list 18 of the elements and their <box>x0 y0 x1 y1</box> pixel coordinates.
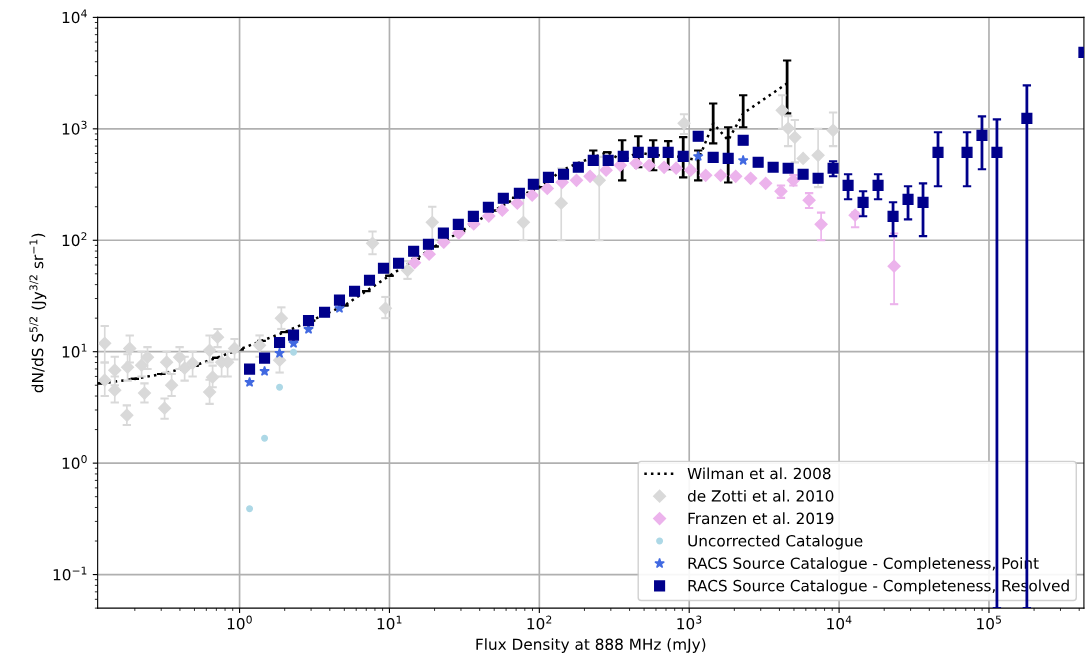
legend-label: Uncorrected Catalogue <box>688 534 863 550</box>
y-tick-label: 10$^{0}$ <box>62 455 87 470</box>
x-tick-label: 10$^{4}$ <box>827 615 852 630</box>
x-tick-label: 10$^{5}$ <box>977 615 1001 630</box>
y-tick-label: 10$^{1}$ <box>62 343 87 358</box>
y-tick-label: 10$^{3}$ <box>62 120 87 135</box>
x-tick-label: 10$^{0}$ <box>227 615 252 630</box>
x-tick-label: 10$^{3}$ <box>677 615 702 630</box>
legend-label: Franzen et al. 2019 <box>688 512 834 525</box>
y-tick-label: 10$^{2}$ <box>62 232 87 247</box>
x-tick-label: 10$^{1}$ <box>377 615 402 630</box>
x-axis-title: Flux Density at 888 MHz (mJy) <box>476 638 706 653</box>
legend-label: Wilman et al. 2008 <box>687 467 831 480</box>
y-axis-title: dN/dS S$^{5/2}$ (Jy$^{3/2}$ sr$^{−1}$) <box>29 233 47 393</box>
legend-label: de Zotti et al. 2010 <box>687 489 834 502</box>
x-tick-label: 10$^{2}$ <box>527 615 552 630</box>
y-tick-label: 10$^{4}$ <box>62 9 87 24</box>
y-tick-label: 10$^{−1}$ <box>53 566 87 581</box>
